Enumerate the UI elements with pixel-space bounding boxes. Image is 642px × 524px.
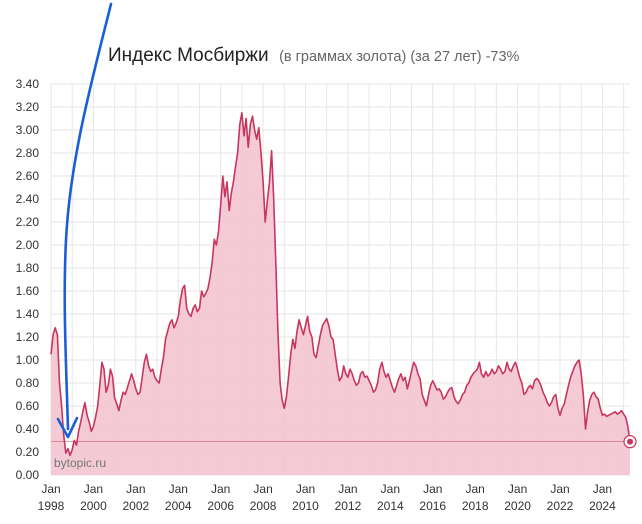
y-tick-label: 0.60 [16, 399, 40, 413]
x-tick-year: 2018 [462, 499, 489, 513]
x-tick-month: Jan [211, 482, 230, 496]
x-tick-year: 2014 [377, 499, 404, 513]
x-tick-year: 2002 [122, 499, 149, 513]
x-tick-month: Jan [338, 482, 357, 496]
y-axis-tick-labels: 0.00 0.20 0.40 0.60 0.80 1.00 1.20 1.40 1.60 1.80… [16, 77, 40, 482]
x-tick-month: Jan [169, 482, 188, 496]
series-area-fill [51, 112, 630, 476]
arrow-head [56, 416, 79, 439]
y-tick-label: 1.60 [16, 284, 40, 298]
arrow-shaft [63, 2, 113, 431]
y-tick-label: 2.60 [16, 169, 40, 183]
x-tick-year: 2012 [335, 499, 362, 513]
x-tick-year: 2020 [504, 499, 531, 513]
blue-arrow-annotation [56, 2, 113, 439]
x-tick-month: Jan [593, 482, 612, 496]
x-tick-month: Jan [465, 482, 484, 496]
y-tick-label: 1.40 [16, 307, 40, 321]
x-tick-year: 2016 [419, 499, 446, 513]
x-tick-month: Jan [84, 482, 103, 496]
x-tick-year: 2010 [292, 499, 319, 513]
x-tick-year: 1998 [38, 499, 65, 513]
x-tick-month: Jan [253, 482, 272, 496]
x-tick-year: 2006 [207, 499, 234, 513]
y-tick-label: 2.20 [16, 215, 40, 229]
x-tick-month: Jan [381, 482, 400, 496]
y-tick-label: 1.80 [16, 261, 40, 275]
x-tick-year: 2000 [80, 499, 107, 513]
x-tick-year: 2022 [547, 499, 574, 513]
series-line [50, 112, 631, 457]
chart-title-main: Индекс Мосбиржи [108, 45, 269, 66]
y-tick-label: 0.40 [16, 422, 40, 436]
x-tick-month: Jan [126, 482, 145, 496]
x-tick-month: Jan [296, 482, 315, 496]
y-tick-label: 0.20 [16, 445, 40, 459]
last-point-dot [627, 438, 633, 445]
y-tick-label: 0.80 [16, 376, 40, 390]
x-tick-year: 2008 [250, 499, 277, 513]
x-axis-tick-labels: Jan 1998 Jan 2000 Jan 2002 Jan 2004 Jan 2006 Jan 20… [38, 482, 616, 513]
x-tick-month: Jan [41, 482, 60, 496]
y-tick-label: 1.20 [16, 330, 40, 344]
y-tick-label: 3.00 [16, 123, 40, 137]
x-tick-month: Jan [423, 482, 442, 496]
y-tick-label: 2.40 [16, 192, 40, 206]
chart-subtitle: (в граммах золота) (за 27 лет) -73% [279, 49, 519, 65]
y-tick-label: 3.20 [16, 100, 40, 114]
x-tick-month: Jan [550, 482, 569, 496]
x-tick-year: 2004 [165, 499, 192, 513]
x-tick-year: 2024 [589, 499, 616, 513]
y-tick-label: 2.00 [16, 238, 40, 252]
y-tick-label: 2.80 [16, 146, 40, 160]
y-tick-label: 1.00 [16, 353, 40, 367]
y-tick-label: 3.40 [16, 77, 40, 91]
y-tick-label: 0.00 [16, 468, 40, 482]
chart-title: Индекс Мосбиржи (в граммах золота) (за 2… [108, 45, 520, 66]
watermark: bytopic.ru [54, 456, 106, 470]
x-tick-month: Jan [508, 482, 527, 496]
last-point-marker [623, 435, 637, 449]
